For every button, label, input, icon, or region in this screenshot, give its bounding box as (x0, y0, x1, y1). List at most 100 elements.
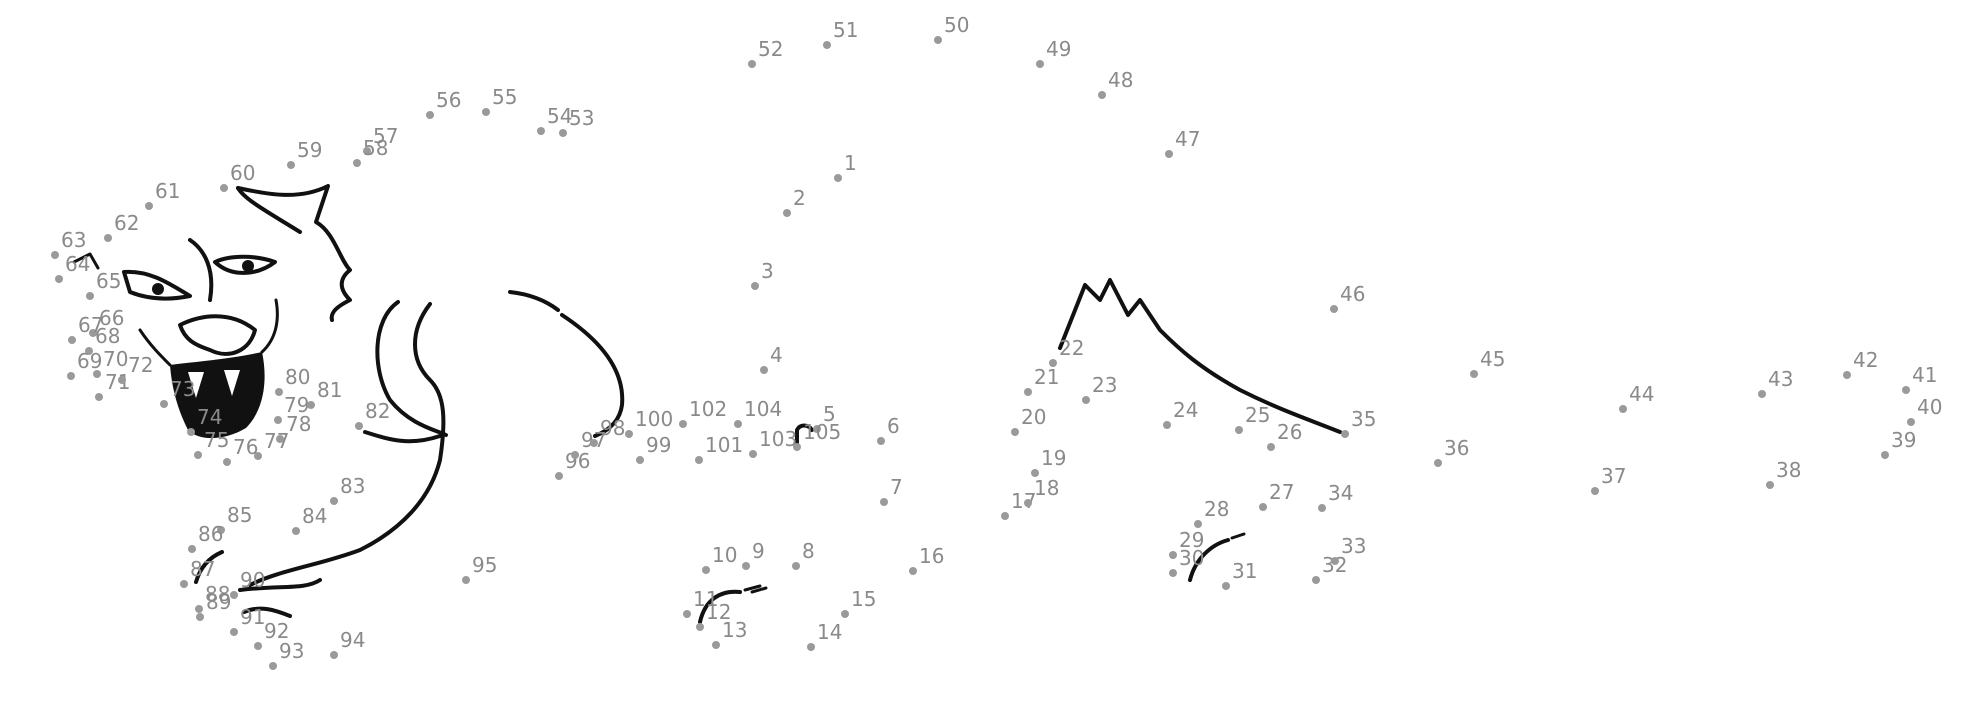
dot-marker (1766, 481, 1774, 489)
dot-number-label: 82 (365, 399, 390, 423)
dot-24: 24 (1163, 398, 1198, 429)
dot-20: 20 (1011, 405, 1046, 436)
dot-10: 10 (702, 543, 737, 574)
dot-marker (636, 456, 644, 464)
dot-marker (1331, 557, 1339, 565)
dot-marker (783, 209, 791, 217)
dot-103: 103 (749, 427, 797, 458)
dot-marker (363, 147, 371, 155)
dot-83: 83 (330, 474, 365, 505)
dot-number-label: 37 (1601, 464, 1626, 488)
dot-marker (1318, 504, 1326, 512)
dot-marker (353, 159, 361, 167)
dot-number-label: 17 (1011, 489, 1036, 513)
dot-43: 43 (1758, 367, 1793, 398)
dot-49: 49 (1036, 37, 1071, 68)
dot-92: 92 (254, 619, 289, 650)
dot-marker (749, 450, 757, 458)
dot-39: 39 (1881, 428, 1916, 459)
dot-74: 74 (187, 405, 222, 436)
dot-marker (1024, 499, 1032, 507)
dot-71: 71 (95, 370, 130, 401)
dot-marker (67, 372, 75, 380)
dot-number-label: 34 (1328, 481, 1353, 505)
dot-marker (1169, 569, 1177, 577)
dot-marker (85, 347, 93, 355)
dot-number-label: 48 (1108, 68, 1133, 92)
dot-number-label: 102 (689, 397, 727, 421)
dot-number-label: 36 (1444, 436, 1469, 460)
dot-marker (330, 497, 338, 505)
dot-marker (426, 111, 434, 119)
dot-number-label: 93 (279, 639, 304, 663)
dot-number-label: 5 (823, 402, 836, 426)
dot-97: 97 (571, 428, 606, 459)
dot-marker (712, 641, 720, 649)
dot-marker (160, 400, 168, 408)
dot-marker (1907, 418, 1915, 426)
dot-number-label: 81 (317, 378, 342, 402)
dot-94: 94 (330, 628, 365, 659)
dot-35: 35 (1341, 407, 1376, 438)
dot-18: 18 (1024, 476, 1059, 507)
dot-78: 78 (276, 412, 311, 443)
dot-number-label: 27 (1269, 480, 1294, 504)
mountain-drawing (1058, 278, 1342, 434)
dot-7: 7 (880, 475, 903, 506)
dot-number-label: 53 (569, 106, 594, 130)
dot-36: 36 (1434, 436, 1469, 467)
dot-marker (274, 416, 282, 424)
dot-64: 64 (55, 252, 90, 283)
dot-marker (220, 184, 228, 192)
dot-number-label: 105 (803, 420, 841, 444)
dot-number-label: 49 (1046, 37, 1071, 61)
dot-marker (180, 580, 188, 588)
dot-number-label: 94 (340, 628, 365, 652)
dot-number-label: 12 (706, 600, 731, 624)
dot-marker (188, 545, 196, 553)
dot-93: 93 (269, 639, 304, 670)
dot-number-label: 104 (744, 397, 782, 421)
dot-marker (462, 576, 470, 584)
dot-marker (292, 527, 300, 535)
dot-3: 3 (751, 259, 774, 290)
dot-38: 38 (1766, 458, 1801, 489)
dot-marker (1758, 390, 1766, 398)
dot-87: 87 (180, 557, 215, 588)
dot-marker (679, 420, 687, 428)
dot-84: 84 (292, 504, 327, 535)
dot-number-label: 55 (492, 85, 517, 109)
dot-number-label: 60 (230, 161, 255, 185)
dot-2: 2 (783, 186, 806, 217)
dot-number-label: 88 (205, 582, 230, 606)
dot-101: 101 (695, 433, 743, 464)
dot-33: 33 (1331, 534, 1366, 565)
dot-number-label: 13 (722, 618, 747, 642)
dot-number-label: 92 (264, 619, 289, 643)
dot-marker (355, 422, 363, 430)
dot-59: 59 (287, 138, 322, 169)
dot-62: 62 (104, 211, 139, 242)
dot-number-label: 65 (96, 269, 121, 293)
dot-number-label: 100 (635, 407, 673, 431)
dot-number-label: 21 (1034, 365, 1059, 389)
dot-54: 54 (537, 104, 572, 135)
dot-number-label: 31 (1232, 559, 1257, 583)
dot-9: 9 (742, 539, 765, 570)
dot-number-label: 68 (95, 324, 120, 348)
dot-57: 57 (363, 124, 398, 155)
dot-marker (834, 174, 842, 182)
dot-marker (1330, 305, 1338, 313)
dot-marker (1902, 386, 1910, 394)
dot-marker (792, 562, 800, 570)
dot-marker (1165, 150, 1173, 158)
dot-number-label: 103 (759, 427, 797, 451)
dot-marker (934, 36, 942, 44)
dot-number-label: 41 (1912, 363, 1937, 387)
dot-marker (1049, 359, 1057, 367)
dot-73: 73 (160, 377, 195, 408)
dot-marker (1341, 430, 1349, 438)
dot-89: 89 (196, 590, 231, 621)
